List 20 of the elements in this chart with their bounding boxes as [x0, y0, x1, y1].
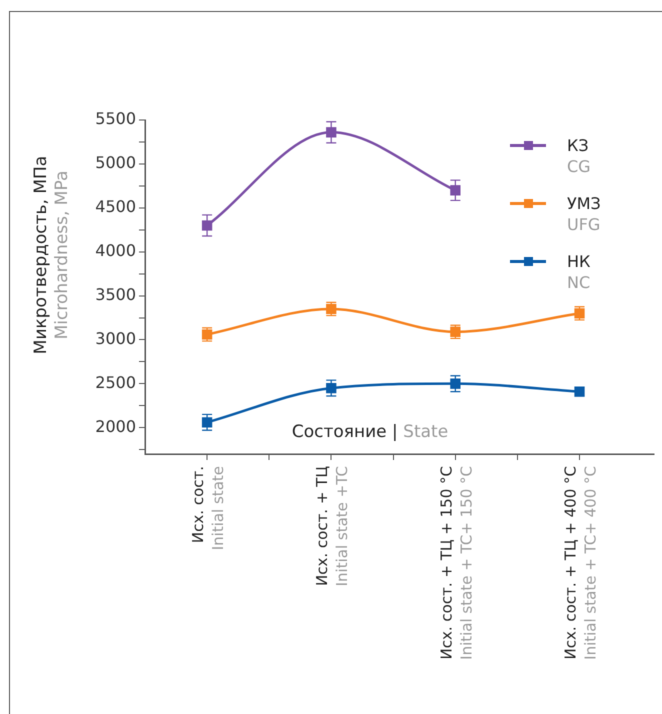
point [450, 185, 461, 196]
y-tick-label: 5500 [95, 109, 136, 128]
y-tick-label: 3000 [95, 328, 136, 348]
x-tick-label: Исх. сост. + ТЦ + 150 °C Initial state + TC+ 150 °C [437, 466, 476, 660]
y-tick-label: 2500 [95, 372, 136, 392]
y-tick-label: 3500 [95, 284, 136, 304]
y-axis-title: Микротвердость, МПа Microhardness, MPa [31, 156, 73, 354]
legend-label: НК NC [567, 251, 590, 293]
y-tick-label: 5000 [95, 153, 136, 172]
y-tick-label: 4500 [95, 197, 136, 216]
y-tick-label: 2000 [95, 416, 136, 436]
x-tick-label: Исх. сост. + ТЦ Initial state +TC [313, 466, 352, 586]
legend-label: УМЗ UFG [567, 193, 601, 235]
x-tick-label: Исх. сост. + ТЦ + 400 °C Initial state + TC+ 400 °C [561, 466, 600, 660]
point [326, 127, 336, 138]
y-tick-label: 4000 [95, 241, 136, 260]
point [202, 220, 212, 231]
legend-label: КЗ CG [567, 135, 591, 177]
x-axis-title: Состояние | State [292, 422, 448, 442]
x-tick-label: Исх. сост. Initial state [188, 466, 227, 550]
